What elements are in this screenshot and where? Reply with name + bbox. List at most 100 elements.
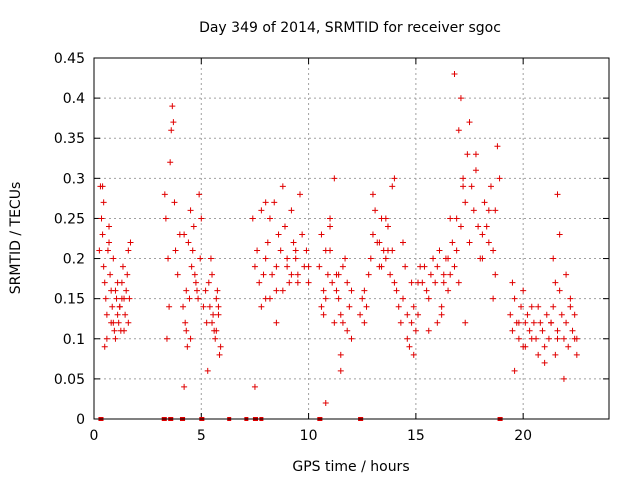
data-point: [569, 327, 576, 334]
data-point: [124, 271, 131, 278]
data-point: [202, 287, 209, 294]
data-point: [251, 383, 258, 390]
data-point: [382, 215, 389, 222]
data-point: [327, 215, 334, 222]
data-point: [447, 271, 454, 278]
data-point: [520, 287, 527, 294]
data-point: [440, 279, 447, 286]
y-tick-label: 0.45: [54, 51, 85, 67]
data-point: [384, 247, 391, 254]
data-point: [511, 295, 518, 302]
data-point: [103, 335, 110, 342]
data-point: [421, 263, 428, 270]
data-point: [217, 343, 224, 350]
data-point: [485, 239, 492, 246]
data-point: [348, 335, 355, 342]
data-point: [212, 335, 219, 342]
data-point: [535, 303, 542, 310]
data-point: [560, 375, 567, 382]
data-point: [524, 311, 531, 318]
data-point: [284, 263, 291, 270]
data-point: [125, 247, 132, 254]
data-point: [472, 167, 479, 174]
data-point: [548, 319, 555, 326]
data-point: [554, 191, 561, 198]
data-point: [554, 327, 561, 334]
data-point: [116, 303, 123, 310]
y-axis-label: SRMTID / TECUs: [8, 182, 24, 295]
y-tick-label: 0.25: [54, 211, 85, 227]
data-point: [567, 303, 574, 310]
data-point: [186, 295, 193, 302]
data-point: [216, 351, 223, 358]
data-point: [254, 247, 261, 254]
data-point: [494, 143, 501, 150]
data-point: [213, 327, 220, 334]
data-point: [400, 295, 406, 302]
data-point: [100, 199, 107, 206]
data-point: [528, 303, 535, 310]
data-point: [552, 351, 559, 358]
data-point: [194, 287, 200, 294]
data-point: [492, 271, 499, 278]
data-point: [335, 295, 342, 302]
data-point: [434, 263, 441, 270]
data-point: [563, 271, 570, 278]
data-point: [109, 303, 116, 310]
data-point: [168, 127, 175, 134]
data-point: [213, 295, 220, 302]
x-tick-label: 20: [514, 428, 532, 444]
data-point: [372, 207, 379, 214]
data-point: [539, 327, 546, 334]
data-point: [554, 335, 561, 342]
y-axis-ticks: 0 0.05 0.1 0.15 0.2 0.25 0.3 0.35 0.4 0.45: [54, 51, 609, 428]
data-point: [294, 271, 301, 278]
data-point: [363, 303, 370, 310]
data-point: [339, 263, 346, 270]
y-tick-label: 0: [76, 412, 85, 428]
data-point: [445, 287, 452, 294]
data-point: [344, 327, 351, 334]
data-point: [209, 271, 216, 278]
x-tick-label: 15: [407, 428, 425, 444]
data-point: [104, 247, 111, 254]
data-point: [286, 279, 293, 286]
data-point: [333, 287, 340, 294]
data-point: [203, 319, 210, 326]
data-point: [490, 247, 497, 254]
data-point: [114, 311, 121, 318]
data-point: [127, 239, 134, 246]
data-point: [395, 303, 402, 310]
x-axis-label: GPS time / hours: [292, 459, 409, 475]
data-point: [322, 399, 329, 406]
data-points: [96, 71, 580, 406]
data-point: [415, 311, 422, 318]
data-point: [170, 119, 177, 126]
data-point: [342, 255, 349, 262]
data-point: [103, 311, 110, 318]
data-point: [215, 311, 222, 318]
data-point: [189, 247, 196, 254]
data-point: [550, 255, 557, 262]
data-point: [327, 223, 334, 230]
data-point: [457, 95, 464, 102]
x-tick-label: 5: [197, 428, 206, 444]
data-point: [378, 263, 385, 270]
data-point: [188, 263, 195, 270]
data-point: [107, 271, 114, 278]
data-point: [425, 327, 432, 334]
data-point: [191, 271, 198, 278]
data-point: [406, 343, 413, 350]
data-point: [408, 279, 415, 286]
data-point: [526, 327, 533, 334]
data-point: [251, 263, 258, 270]
data-point: [337, 351, 344, 358]
data-point: [113, 295, 120, 302]
data-point: [457, 223, 464, 230]
data-point: [438, 311, 445, 318]
data-point: [126, 295, 133, 302]
data-point: [198, 215, 205, 222]
data-point: [299, 231, 306, 238]
data-point: [187, 207, 194, 214]
data-point: [449, 239, 456, 246]
